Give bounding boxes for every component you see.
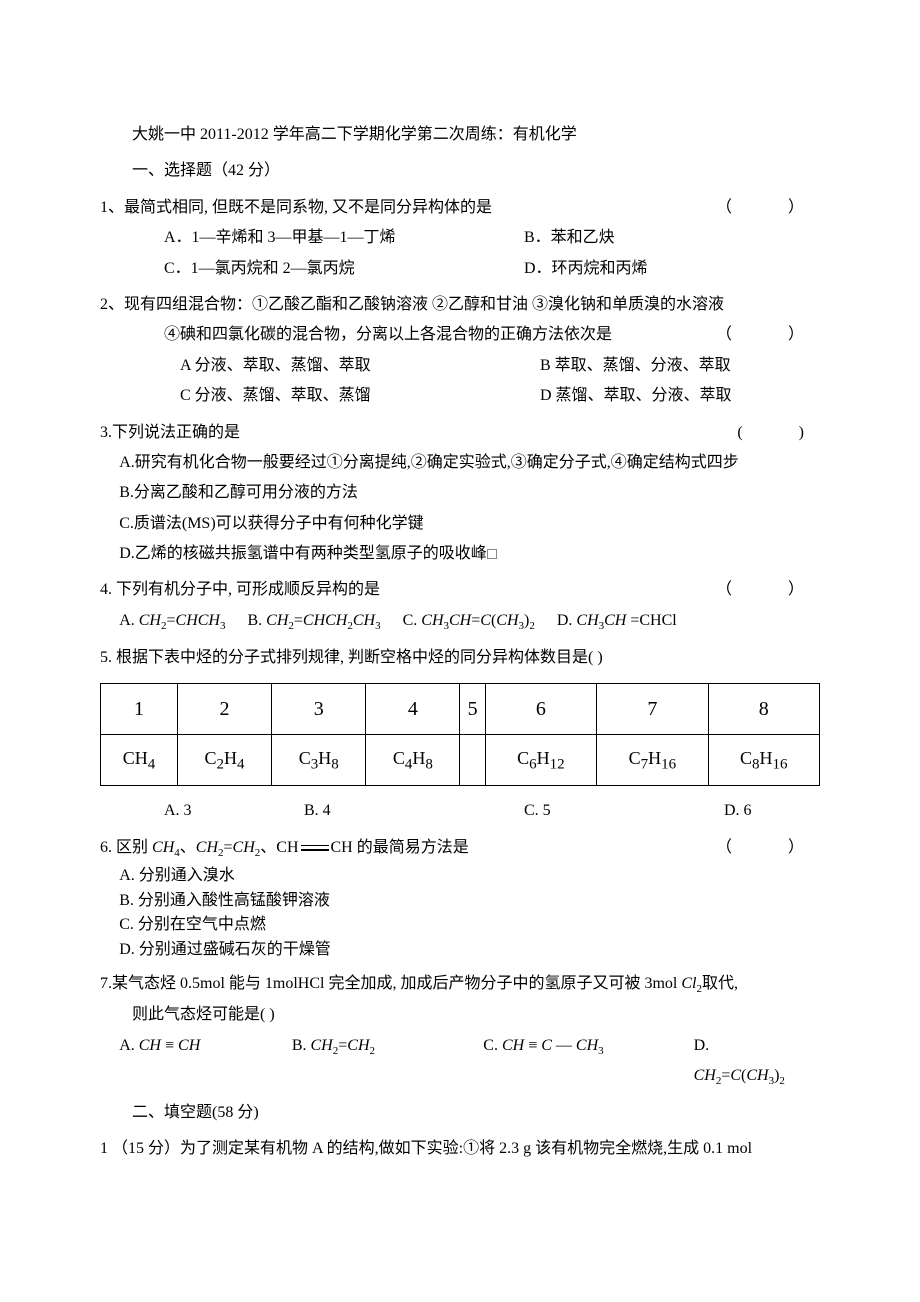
q1-opt-b: B．苯和乙炔 xyxy=(524,223,820,253)
q2-stem-line1: 2、现有四组混合物：①乙酸乙酯和乙酸钠溶液 ②乙醇和甘油 ③溴化钠和单质溴的水溶… xyxy=(100,290,820,320)
q3-opt-d: D.乙烯的核磁共振氢谱中有两种类型氢原子的吸收峰 xyxy=(119,545,487,562)
table-cell: CH4 xyxy=(101,735,178,786)
q7-opt-d: D. CH2=C(CH3)2 xyxy=(694,1031,798,1092)
answer-paren: （ ） xyxy=(716,193,820,223)
q5-opt-c: C. 5 xyxy=(524,796,724,826)
q1-stem: 1、最简式相同, 但既不是同系物, 又不是同分异构体的是 xyxy=(100,199,492,216)
triple-bond-icon xyxy=(301,845,329,851)
answer-paren: （ ） xyxy=(716,320,820,350)
table-cell: C8H16 xyxy=(708,735,819,786)
page-title: 大姚一中 2011-2012 学年高二下学期化学第二次周练：有机化学 xyxy=(100,120,820,150)
table-header: 1 xyxy=(101,684,178,735)
q2-stem-line2: ④碘和四氯化碳的混合物，分离以上各混合物的正确方法依次是 xyxy=(164,326,612,343)
q2-opt-b: B 萃取、蒸馏、分液、萃取 xyxy=(540,351,820,381)
q5-opt-d: D. 6 xyxy=(724,796,752,826)
q6-opt-a: A. 分别通入溴水 xyxy=(119,864,820,889)
table-header: 6 xyxy=(485,684,596,735)
q6-opt-c: C. 分别在空气中点燃 xyxy=(119,913,820,938)
table-header: 4 xyxy=(366,684,460,735)
q5-opt-a: A. 3 xyxy=(164,796,304,826)
question-2: 2、现有四组混合物：①乙酸乙酯和乙酸钠溶液 ②乙醇和甘油 ③溴化钠和单质溴的水溶… xyxy=(100,290,820,412)
table-cell: C6H12 xyxy=(485,735,596,786)
q7-opt-c: C. CH ≡ C — CH3 xyxy=(483,1031,671,1092)
q3-opt-b: B.分离乙酸和乙醇可用分液的方法 xyxy=(100,478,820,508)
q2-opt-a: A 分液、萃取、蒸馏、萃取 xyxy=(180,351,540,381)
question-4: 4. 下列有机分子中, 可形成顺反异构的是 （ ） A. CH2=CHCH3 B… xyxy=(100,575,820,636)
cl2-formula: Cl2 xyxy=(681,975,702,992)
question-7: 7.某气态烃 0.5mol 能与 1molHCl 完全加成, 加成后产物分子中的… xyxy=(100,969,820,1092)
hydrocarbon-table: 1 2 3 4 5 6 7 8 CH4 C2H4 C3H8 C4H8 C6H12… xyxy=(100,683,820,786)
question-1: 1、最简式相同, 但既不是同系物, 又不是同分异构体的是 （ ） A．1—辛烯和… xyxy=(100,193,820,284)
table-cell: C4H8 xyxy=(366,735,460,786)
q6-formula: CH4 xyxy=(152,839,180,856)
q6-stem-suffix: 的最简易方法是 xyxy=(357,839,469,856)
q1-opt-a: A．1—辛烯和 3—甲基—1—丁烯 xyxy=(164,223,524,253)
q5-stem: 5. 根据下表中烃的分子式排列规律, 判断空格中烃的同分异构体数目是( ) xyxy=(100,643,820,673)
question-5: 5. 根据下表中烃的分子式排列规律, 判断空格中烃的同分异构体数目是( ) 1 … xyxy=(100,643,820,827)
answer-paren: （ ） xyxy=(716,575,820,605)
q7-opt-a: A. CH ≡ CH xyxy=(119,1031,270,1092)
question-3: 3.下列说法正确的是 ( ) A.研究有机化合物一般要经过①分离提纯,②确定实验… xyxy=(100,418,820,570)
section-1-header: 一、选择题（42 分） xyxy=(100,156,820,186)
q2-opt-c: C 分液、蒸馏、萃取、蒸馏 xyxy=(180,381,540,411)
q5-opt-b: B. 4 xyxy=(304,796,524,826)
table-cell: C2H4 xyxy=(177,735,271,786)
q4-opt-d: D. CH3CH =CHCl xyxy=(557,606,677,637)
table-cell: C7H16 xyxy=(597,735,708,786)
table-header: 7 xyxy=(597,684,708,735)
q4-opt-a: A. CH2=CHCH3 xyxy=(119,606,225,637)
answer-paren: ( ) xyxy=(737,418,820,448)
q3-stem: 3.下列说法正确的是 xyxy=(100,424,240,441)
q7-stem2: 则此气态烃可能是( ) xyxy=(100,1000,820,1030)
q7-stem-p2: 取代, xyxy=(702,975,738,992)
q4-opt-c: C. CH3CH=C(CH3)2 xyxy=(403,606,535,637)
q1-opt-d: D．环丙烷和丙烯 xyxy=(524,254,820,284)
section-2-header: 二、填空题(58 分) xyxy=(100,1098,820,1128)
table-row: CH4 C2H4 C3H8 C4H8 C6H12 C7H16 C8H16 xyxy=(101,735,820,786)
q4-opt-b: B. CH2=CHCH2CH3 xyxy=(247,606,380,637)
q6-opt-d: D. 分别通过盛碱石灰的干燥管 xyxy=(119,938,820,963)
q6-opt-b: B. 分别通入酸性高锰酸钾溶液 xyxy=(119,889,820,914)
q7-opt-b: B. CH2=CH2 xyxy=(292,1031,461,1092)
q4-stem: 4. 下列有机分子中, 可形成顺反异构的是 xyxy=(100,581,380,598)
question-6: 6. 区别 CH4、CH2=CH2、CHCH 的最简易方法是 （ ） A. 分别… xyxy=(100,833,820,963)
q7-stem-p1: 7.某气态烃 0.5mol 能与 1molHCl 完全加成, 加成后产物分子中的… xyxy=(100,975,681,992)
q1-opt-c: C．1—氯丙烷和 2—氯丙烷 xyxy=(164,254,524,284)
table-header: 3 xyxy=(272,684,366,735)
table-row: 1 2 3 4 5 6 7 8 xyxy=(101,684,820,735)
table-header: 2 xyxy=(177,684,271,735)
q3-opt-c: C.质谱法(MS)可以获得分子中有何种化学键 xyxy=(100,509,820,539)
q6-stem-prefix: 6. 区别 xyxy=(100,839,148,856)
table-cell: C3H8 xyxy=(272,735,366,786)
q3-opt-a: A.研究有机化合物一般要经过①分离提纯,②确定实验式,③确定分子式,④确定结构式… xyxy=(100,448,820,478)
q2-opt-d: D 蒸馏、萃取、分液、萃取 xyxy=(540,381,820,411)
fill-q1: 1 （15 分）为了测定某有机物 A 的结构,做如下实验:①将 2.3 g 该有… xyxy=(100,1134,820,1164)
table-header: 5 xyxy=(460,684,485,735)
table-header: 8 xyxy=(708,684,819,735)
table-cell xyxy=(460,735,485,786)
answer-paren: （ ） xyxy=(716,833,820,863)
box-icon xyxy=(487,549,497,559)
